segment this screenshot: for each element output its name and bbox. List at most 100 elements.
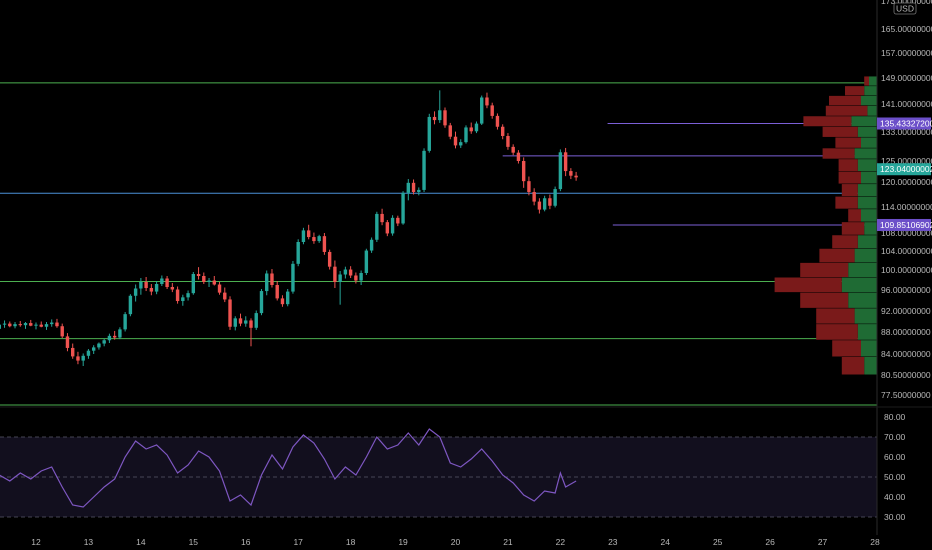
candle-body-84[interactable]	[438, 110, 442, 121]
candle-body-92[interactable]	[480, 97, 484, 124]
candle-body-23[interactable]	[118, 329, 122, 338]
candle-body-62[interactable]	[322, 236, 327, 252]
candle-body-17[interactable]	[86, 350, 91, 356]
candle-body-38[interactable]	[196, 274, 201, 276]
candle-body-67[interactable]	[348, 269, 353, 276]
candle-body-35[interactable]	[181, 297, 185, 302]
candle-body-85[interactable]	[443, 110, 447, 126]
candle-body-45[interactable]	[233, 318, 237, 327]
candle-body-103[interactable]	[537, 201, 542, 210]
candle-body-39[interactable]	[202, 276, 206, 282]
candle-body-96[interactable]	[500, 126, 505, 136]
candle-body-99[interactable]	[516, 152, 521, 161]
candle-body-42[interactable]	[217, 284, 222, 293]
candle-body-54[interactable]	[280, 298, 285, 305]
candle-body-27[interactable]	[139, 282, 143, 289]
candle-body-10[interactable]	[50, 322, 54, 325]
candle-body-110[interactable]	[574, 175, 578, 178]
candle-body-43[interactable]	[223, 292, 227, 300]
candle-body-22[interactable]	[112, 335, 117, 338]
candle-body-0[interactable]	[0, 324, 1, 329]
candle-body-98[interactable]	[511, 146, 515, 153]
candle-body-44[interactable]	[228, 299, 232, 327]
candle-body-106[interactable]	[553, 189, 557, 206]
candle-body-109[interactable]	[569, 171, 573, 176]
candle-body-68[interactable]	[354, 275, 358, 281]
candle-body-34[interactable]	[175, 289, 180, 302]
candle-body-101[interactable]	[527, 181, 531, 192]
candle-body-24[interactable]	[123, 314, 127, 330]
candle-body-95[interactable]	[495, 115, 500, 127]
candle-body-37[interactable]	[191, 274, 196, 294]
candle-body-107[interactable]	[558, 152, 563, 190]
candle-body-80[interactable]	[417, 189, 421, 192]
candle-body-6[interactable]	[29, 323, 33, 326]
candle-body-36[interactable]	[186, 293, 190, 298]
candle-body-55[interactable]	[286, 291, 290, 305]
candle-body-86[interactable]	[448, 125, 452, 137]
candle-body-41[interactable]	[212, 280, 216, 285]
candle-body-77[interactable]	[401, 192, 405, 224]
candle-body-31[interactable]	[160, 278, 164, 285]
candle-body-58[interactable]	[301, 230, 306, 242]
candle-body-90[interactable]	[469, 127, 473, 132]
currency-badge[interactable]: USD	[893, 2, 917, 15]
candle-body-2[interactable]	[8, 323, 12, 327]
candle-body-53[interactable]	[275, 285, 279, 299]
candle-body-13[interactable]	[65, 336, 70, 348]
candle-body-83[interactable]	[432, 116, 437, 121]
candle-body-65[interactable]	[338, 274, 342, 283]
candle-body-4[interactable]	[18, 324, 22, 326]
candle-body-73[interactable]	[380, 213, 384, 223]
candle-body-48[interactable]	[249, 320, 253, 328]
candle-body-79[interactable]	[411, 182, 416, 192]
candle-body-87[interactable]	[453, 136, 458, 146]
candle-body-25[interactable]	[128, 295, 133, 315]
candle-body-64[interactable]	[333, 266, 337, 282]
candle-body-81[interactable]	[422, 150, 426, 190]
candle-body-69[interactable]	[359, 273, 363, 281]
candle-body-47[interactable]	[244, 320, 248, 324]
candle-body-100[interactable]	[521, 161, 526, 182]
candle-body-49[interactable]	[254, 313, 258, 328]
candle-body-74[interactable]	[385, 222, 390, 234]
candle-body-51[interactable]	[265, 273, 269, 292]
candle-body-70[interactable]	[364, 250, 369, 273]
candle-body-61[interactable]	[317, 236, 321, 242]
candle-body-18[interactable]	[91, 347, 96, 351]
candle-body-91[interactable]	[474, 123, 479, 132]
candle-body-28[interactable]	[144, 282, 148, 288]
candle-body-19[interactable]	[97, 343, 101, 348]
candle-body-104[interactable]	[542, 198, 547, 210]
candle-body-102[interactable]	[532, 192, 536, 202]
candle-body-20[interactable]	[102, 340, 106, 344]
candle-body-66[interactable]	[343, 269, 348, 275]
candle-body-15[interactable]	[76, 356, 80, 361]
candle-body-75[interactable]	[390, 217, 395, 234]
candle-body-89[interactable]	[464, 127, 468, 143]
candle-body-93[interactable]	[485, 97, 489, 106]
candle-body-78[interactable]	[406, 182, 411, 193]
candle-body-40[interactable]	[207, 280, 211, 283]
candle-body-71[interactable]	[369, 239, 374, 251]
candle-body-50[interactable]	[259, 291, 264, 314]
candle-body-30[interactable]	[154, 284, 159, 292]
candle-body-16[interactable]	[81, 355, 85, 361]
candle-body-88[interactable]	[459, 142, 463, 146]
candle-body-5[interactable]	[23, 323, 28, 326]
candle-body-108[interactable]	[563, 152, 568, 172]
candle-body-56[interactable]	[291, 263, 295, 292]
candle-body-97[interactable]	[506, 135, 510, 147]
candle-body-9[interactable]	[44, 324, 49, 327]
candle-body-72[interactable]	[375, 213, 379, 240]
candle-body-26[interactable]	[133, 288, 138, 296]
candle-body-7[interactable]	[34, 324, 38, 326]
candle-body-59[interactable]	[306, 230, 311, 238]
candle-body-52[interactable]	[270, 273, 274, 286]
candle-body-76[interactable]	[396, 217, 400, 224]
candle-body-82[interactable]	[427, 116, 431, 151]
candle-body-32[interactable]	[165, 278, 169, 288]
rsi-line[interactable]	[0, 428, 577, 508]
candle-body-3[interactable]	[13, 324, 17, 327]
